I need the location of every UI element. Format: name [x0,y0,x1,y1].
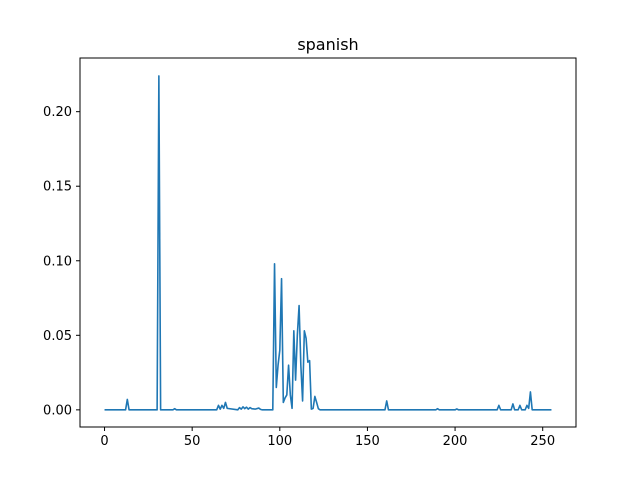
chart-title: spanish [297,35,358,54]
y-tick-label: 0.05 [43,329,72,344]
plot-frame [79,57,577,428]
x-tick-label: 200 [443,434,468,449]
y-tick-label: 0.20 [43,105,72,120]
y-tick-label: 0.00 [43,403,72,418]
series-line-0 [104,75,552,411]
x-tick-label: 100 [267,434,292,449]
x-tick-label: 150 [355,434,380,449]
plot-axes: 0 50 100 150 200 250 0.00 0.05 0.10 0.15 0.20 [43,57,577,449]
x-tick-label: 0 [100,434,108,449]
y-tick-label: 0.10 [43,254,72,269]
y-tick-label: 0.15 [43,180,72,195]
x-tick-label: 50 [184,434,201,449]
x-tick-label: 250 [530,434,555,449]
